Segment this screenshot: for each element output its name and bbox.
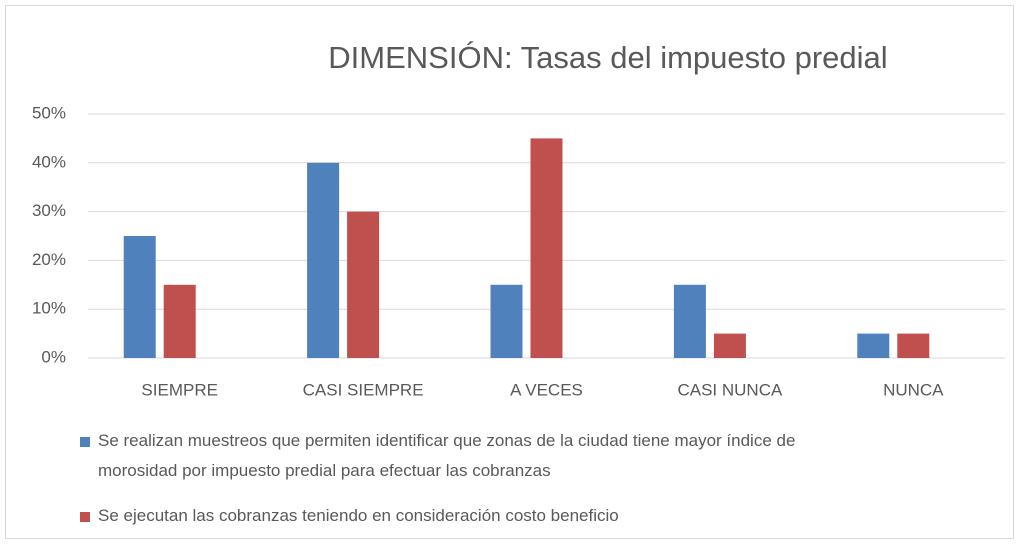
legend-label: Se ejecutan las cobranzas teniendo en co… — [98, 506, 619, 525]
bar — [307, 162, 340, 358]
legend-entry: Se realizan muestreos que permiten ident… — [78, 426, 818, 486]
bar — [490, 284, 523, 358]
chart-frame — [5, 5, 1014, 539]
bar — [347, 211, 380, 358]
x-tick-label: CASI SIEMPRE — [303, 380, 424, 399]
legend-swatch — [80, 437, 90, 447]
bar — [713, 333, 746, 358]
x-tick-label: NUNCA — [883, 380, 944, 399]
legend-label: Se realizan muestreos que permiten ident… — [98, 431, 796, 480]
legend-swatch — [80, 512, 90, 522]
y-tick-label: 30% — [32, 201, 66, 220]
legend-entry: Se ejecutan las cobranzas teniendo en co… — [78, 501, 818, 531]
y-tick-label: 40% — [32, 152, 66, 171]
y-tick-label: 20% — [32, 250, 66, 269]
bar — [163, 284, 196, 358]
bar — [673, 284, 706, 358]
x-tick-label: SIEMPRE — [141, 380, 218, 399]
x-tick-label: CASI NUNCA — [677, 380, 783, 399]
bar — [857, 333, 890, 358]
bar — [897, 333, 930, 358]
y-tick-label: 0% — [41, 347, 66, 366]
chart-title: DIMENSIÓN: Tasas del impuesto predial — [328, 40, 887, 75]
x-tick-label: A VECES — [510, 380, 583, 399]
bar — [123, 236, 156, 358]
y-tick-label: 10% — [32, 299, 66, 318]
bar — [530, 138, 563, 358]
y-tick-label: 50% — [32, 103, 66, 122]
